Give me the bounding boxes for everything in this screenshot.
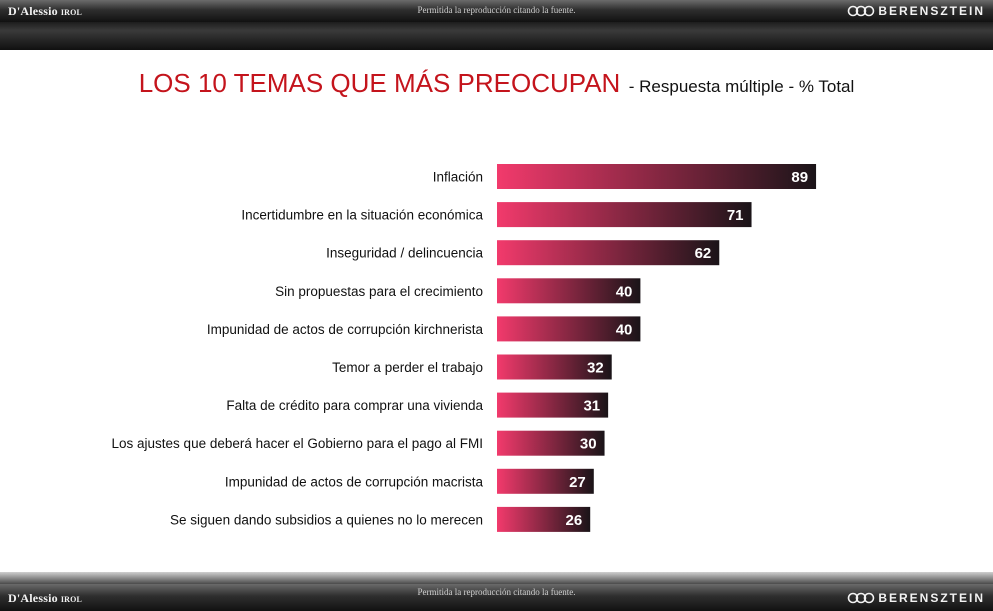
footer-stripe xyxy=(0,572,993,584)
berensztein-logo-footer-text: BERENSZTEIN xyxy=(878,591,985,605)
category-label: Sin propuestas para el crecimiento xyxy=(275,284,483,299)
header-band: D'Alessio IROL Permitida la reproducción … xyxy=(0,0,993,50)
value-label: 40 xyxy=(616,283,633,300)
bar xyxy=(497,240,720,266)
category-label: Falta de crédito para comprar una vivien… xyxy=(226,398,483,413)
value-label: 89 xyxy=(791,169,808,186)
bar xyxy=(497,354,612,380)
value-label: 71 xyxy=(727,207,744,224)
chart-title: LOS 10 TEMAS QUE MÁS PREOCUPAN xyxy=(138,68,621,98)
footer-note: Permitida la reproducción citando la fue… xyxy=(417,587,576,597)
berensztein-logo-text: BERENSZTEIN xyxy=(878,4,985,18)
category-label: Se siguen dando subsidios a quienes no l… xyxy=(170,512,483,527)
category-label: Los ajustes que deberá hacer el Gobierno… xyxy=(112,436,483,451)
value-label: 31 xyxy=(583,398,600,415)
value-label: 40 xyxy=(616,321,633,338)
category-label: Inflación xyxy=(433,170,483,185)
header-note: Permitida la reproducción citando la fue… xyxy=(417,5,576,15)
bar xyxy=(497,316,641,342)
chart-subtitle: - Respuesta múltiple - % Total xyxy=(628,77,855,96)
bar xyxy=(497,202,752,228)
header-stripe xyxy=(0,22,993,50)
bar xyxy=(497,278,641,304)
category-label: Impunidad de actos de corrupción kirchne… xyxy=(207,322,484,337)
berensztein-logo-footer: BERENSZTEIN xyxy=(847,591,985,605)
berensztein-logo: BERENSZTEIN xyxy=(847,4,985,18)
category-label: Impunidad de actos de corrupción macrist… xyxy=(225,474,484,489)
bar xyxy=(497,164,817,189)
bar xyxy=(497,392,609,418)
dalessio-logo-text: D'Alessio xyxy=(8,4,58,18)
dalessio-logo-sub: IROL xyxy=(60,8,83,17)
berensztein-mark-icon xyxy=(847,5,875,17)
dalessio-logo-footer: D'Alessio IROL xyxy=(8,591,82,606)
category-label: Temor a perder el trabajo xyxy=(332,360,483,375)
berensztein-footer-mark-icon xyxy=(847,592,875,604)
value-label: 30 xyxy=(580,436,597,453)
dalessio-logo-footer-text: D'Alessio xyxy=(8,591,58,605)
value-label: 62 xyxy=(695,245,712,262)
category-label: Inseguridad / delincuencia xyxy=(326,246,483,261)
category-label: Incertidumbre en la situación económica xyxy=(241,208,483,223)
bar xyxy=(497,430,605,456)
value-label: 26 xyxy=(566,512,583,529)
dalessio-logo-footer-sub: IROL xyxy=(60,595,83,604)
dalessio-logo: D'Alessio IROL xyxy=(8,4,82,19)
value-label: 32 xyxy=(587,360,604,377)
bar xyxy=(497,506,591,532)
value-label: 27 xyxy=(569,474,586,491)
bar xyxy=(497,468,594,494)
chart-title-row: LOS 10 TEMAS QUE MÁS PREOCUPAN - Respues… xyxy=(0,68,993,99)
footer-band: D'Alessio IROL Permitida la reproducción … xyxy=(0,572,993,611)
